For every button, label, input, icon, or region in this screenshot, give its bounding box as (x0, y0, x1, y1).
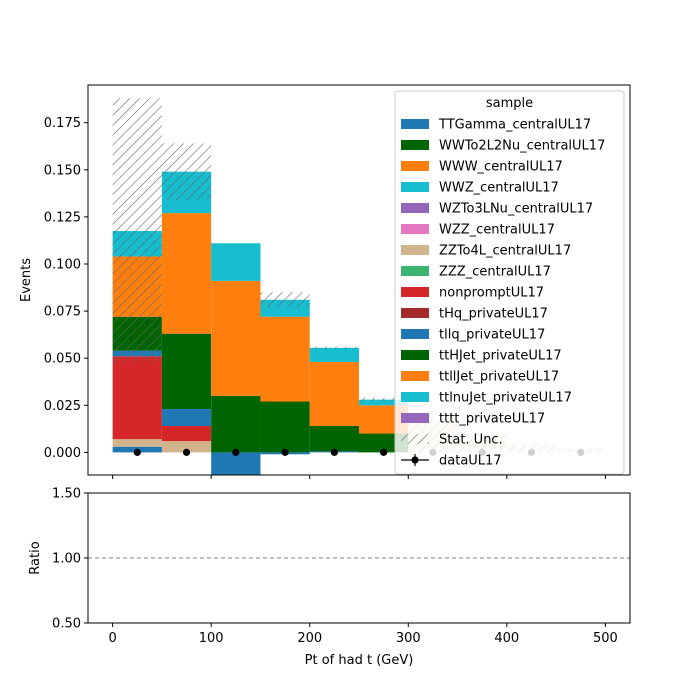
ratio-y-axis-label: Ratio (28, 541, 43, 574)
legend-label-WWZ_centralUL17: WWZ_centralUL17 (439, 181, 559, 196)
bar-tllq_privateUL17-1 (161, 409, 212, 427)
ratio-axes-frame (87, 492, 631, 624)
legend: sample TTGamma_centralUL17 WWTo2L2Nu_centr… (394, 90, 625, 475)
legend-swatch-WZZ_centralUL17 (401, 224, 429, 234)
legend-label-ttllJet_privateUL17: ttllJet_privateUL17 (439, 370, 559, 385)
legend-swatch-nonpromptUL17 (401, 287, 429, 297)
legend-swatch-ttHJet_privateUL17 (401, 350, 429, 360)
legend-label-nonpromptUL17: nonpromptUL17 (439, 286, 544, 301)
bar-ttHJet_privateUL17-4 (309, 426, 359, 452)
legend-label-WWTo2L2Nu_centralUL17: WWTo2L2Nu_centralUL17 (439, 139, 605, 154)
legend-swatch-ttllJet_privateUL17 (401, 371, 429, 381)
bar-ttllJet_privateUL17-2 (211, 280, 261, 396)
legend-label-WZZ_centralUL17: WZZ_centralUL17 (439, 223, 555, 238)
x-axis-label: Pt of had t (GeV) (305, 653, 414, 668)
bar-ttllJet_privateUL17-4 (309, 361, 359, 427)
legend-label-ZZZ_centralUL17: ZZZ_centralUL17 (439, 265, 551, 280)
y-tick-label-7: 0.175 (44, 116, 81, 131)
y-axis-label: Events (19, 258, 34, 302)
legend-label-tHq_privateUL17: tHq_privateUL17 (439, 307, 548, 322)
y-tick-label-6: 0.150 (44, 163, 81, 178)
legend-swatch-tttt_privateUL17 (401, 413, 429, 423)
bar-ttHJet_privateUL17-2 (211, 395, 261, 453)
x-tick-label-3: 300 (396, 631, 421, 646)
legend-swatch-WWTo2L2Nu_centralUL17 (401, 140, 429, 150)
stat-unc-band-1 (161, 143, 212, 200)
data-point-0 (133, 448, 141, 456)
ratio-y-tick-label-1: 1.00 (52, 552, 81, 567)
y-tick-label-3: 0.075 (44, 305, 81, 320)
legend-label-ZZTo4L_centralUL17: ZZTo4L_centralUL17 (439, 244, 571, 259)
legend-swatch-tllq_privateUL17 (401, 329, 429, 339)
legend-box (394, 90, 625, 475)
data-point-3 (281, 448, 289, 456)
ratio-plot: 0.50 1.00 1.50 0 100 200 300 400 500 (52, 487, 631, 646)
legend-swatch-tHq_privateUL17 (401, 308, 429, 318)
stat-unc-band-4 (309, 346, 359, 349)
bar-ZZTo4L_centralUL17-1 (161, 441, 212, 453)
legend-swatch-WWW_centralUL17 (401, 161, 429, 171)
bar-tllq_privateUL17-2 (211, 452, 261, 475)
stat-unc-band-3 (260, 292, 310, 308)
main-axes-frame (87, 84, 631, 476)
legend-swatch-ZZTo4L_centralUL17 (401, 245, 429, 255)
data-point-4 (330, 448, 338, 456)
data-point-2 (232, 448, 240, 456)
x-tick-label-4: 400 (494, 631, 519, 646)
legend-swatch-WWZ_centralUL17 (401, 182, 429, 192)
x-tick-label-2: 200 (297, 631, 322, 646)
y-tick-label-0: 0.000 (44, 446, 81, 461)
y-tick-label-1: 0.025 (44, 399, 81, 414)
legend-data-marker (411, 456, 419, 464)
legend-label-stat-unc: Stat. Unc. (439, 433, 503, 448)
legend-swatch-ZZZ_centralUL17 (401, 266, 429, 276)
ratio-y-tick-label-0: 0.50 (52, 617, 81, 632)
bar-ttllJet_privateUL17-3 (260, 316, 310, 402)
legend-label-ttlnuJet_privateUL17: ttlnuJet_privateUL17 (439, 391, 572, 406)
legend-label-ttHJet_privateUL17: ttHJet_privateUL17 (439, 349, 562, 364)
x-tick-label-0: 0 (108, 631, 116, 646)
bar-ttlnuJet_privateUL17-4 (309, 347, 359, 362)
y-tick-label-4: 0.100 (44, 257, 81, 272)
data-point-5 (380, 448, 388, 456)
legend-title: sample (486, 96, 533, 111)
legend-label-WWW_centralUL17: WWW_centralUL17 (439, 160, 563, 175)
legend-label-TTGamma_centralUL17: TTGamma_centralUL17 (438, 118, 591, 133)
bar-nonpromptUL17-1 (161, 426, 212, 442)
legend-swatch-TTGamma_centralUL17 (401, 119, 429, 129)
bar-ttlnuJet_privateUL17-5 (359, 399, 409, 406)
bar-nonpromptUL17-0 (112, 356, 162, 440)
stat-unc-band-0 (112, 98, 162, 364)
x-tick-label-5: 500 (593, 631, 618, 646)
bar-ZZTo4L_centralUL17-0 (112, 439, 162, 447)
data-point-1 (182, 448, 191, 456)
bar-ttllJet_privateUL17-1 (161, 213, 212, 334)
bar-ttHJet_privateUL17-3 (260, 401, 310, 453)
legend-swatch-WZTo3LNu_centralUL17 (401, 203, 429, 213)
legend-label-tllq_privateUL17: tllq_privateUL17 (439, 328, 545, 343)
ratio-y-tick-label-2: 1.50 (52, 487, 81, 502)
legend-label-WZTo3LNu_centralUL17: WZTo3LNu_centralUL17 (439, 202, 593, 217)
y-tick-label-5: 0.125 (44, 210, 81, 225)
legend-label-tttt_privateUL17: tttt_privateUL17 (439, 412, 545, 427)
bar-ttHJet_privateUL17-1 (161, 333, 212, 410)
stat-unc-band-5 (359, 397, 409, 402)
legend-swatch-ttlnuJet_privateUL17 (401, 392, 429, 402)
bar-ttlnuJet_privateUL17-2 (211, 243, 261, 281)
x-tick-label-1: 100 (199, 631, 224, 646)
legend-label-data: dataUL17 (439, 454, 502, 469)
legend-swatch-stat-unc (401, 434, 429, 444)
y-tick-label-2: 0.050 (44, 352, 81, 367)
